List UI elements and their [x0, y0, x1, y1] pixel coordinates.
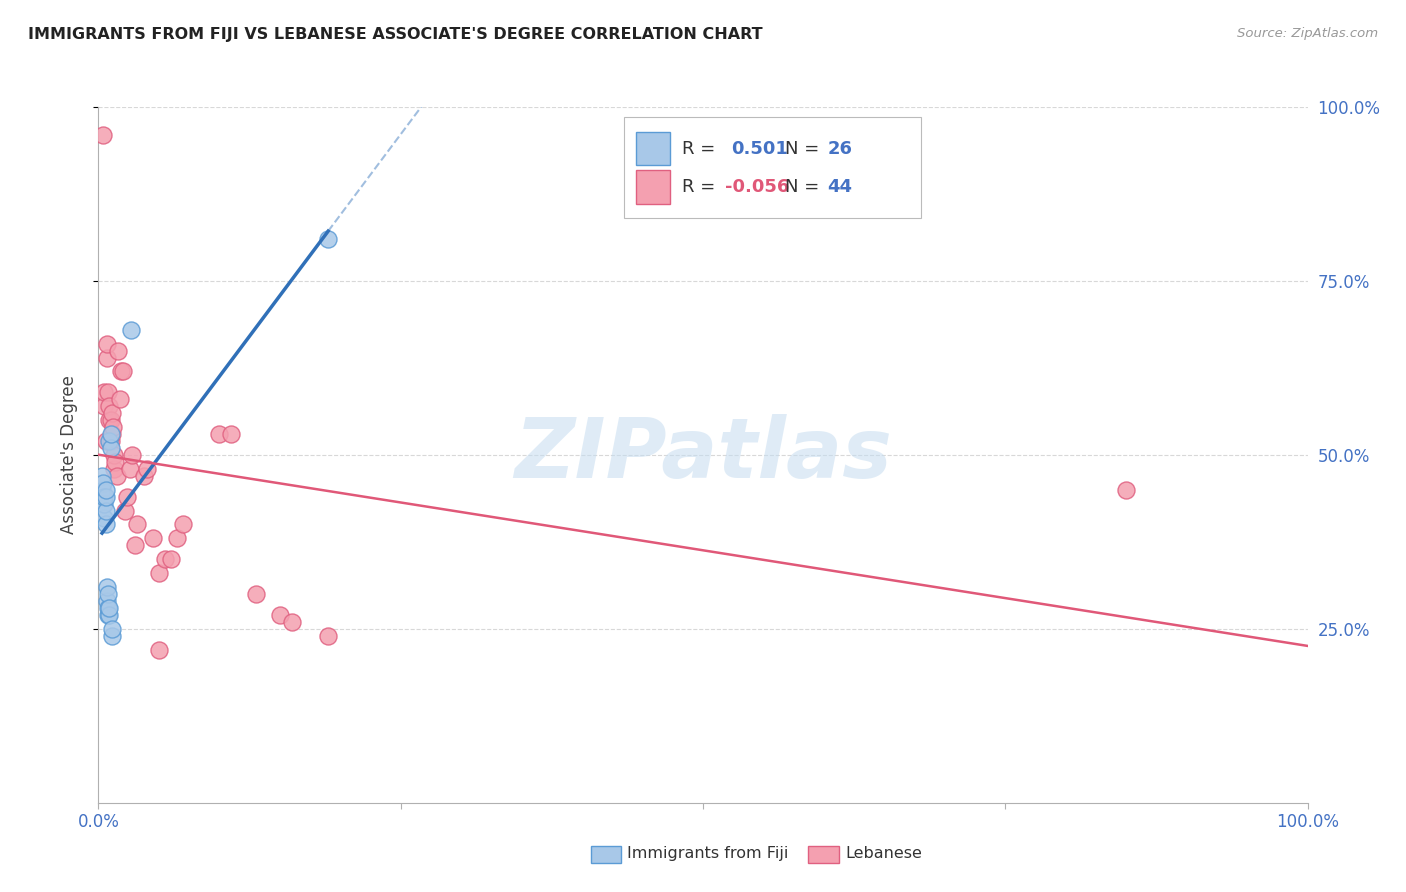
Point [94, 490, 117, 504]
Point [93, 385, 115, 400]
Point [121, 448, 143, 462]
Point [135, 462, 157, 476]
Point [107, 343, 129, 358]
Bar [637, 170, 671, 203]
Point [91, 475, 114, 490]
Point [96, 336, 118, 351]
Point [160, 552, 183, 566]
Point [97, 601, 120, 615]
Point [94, 434, 117, 448]
Point [114, 503, 136, 517]
Point [110, 364, 132, 378]
Text: N =: N = [785, 178, 825, 196]
Point [98, 399, 121, 413]
Point [96, 580, 118, 594]
Point [103, 448, 125, 462]
Point [98, 434, 121, 448]
Point [91, 483, 114, 497]
Point [93, 399, 115, 413]
Point [93, 510, 115, 524]
Text: R =: R = [682, 178, 721, 196]
Point [98, 607, 121, 622]
Point [93, 497, 115, 511]
Point [96, 594, 118, 608]
Point [100, 434, 122, 448]
Text: 26: 26 [828, 140, 852, 158]
Y-axis label: Associate's Degree: Associate's Degree [59, 376, 77, 534]
Point [153, 552, 176, 566]
Text: Source: ZipAtlas.com: Source: ZipAtlas.com [1237, 27, 1378, 40]
Point [100, 629, 122, 643]
Point [97, 385, 120, 400]
Point [124, 538, 146, 552]
Point [100, 622, 122, 636]
Text: R =: R = [682, 140, 727, 158]
Point [91, 468, 114, 483]
Point [172, 517, 194, 532]
Point [148, 566, 170, 581]
Bar [637, 132, 671, 166]
Point [94, 503, 117, 517]
Text: 0.501: 0.501 [731, 140, 787, 158]
Point [91, 490, 114, 504]
Text: 44: 44 [828, 178, 852, 196]
Point [105, 468, 128, 483]
Point [94, 483, 117, 497]
Point [100, 413, 122, 427]
Point [108, 392, 131, 407]
Text: ZIPatlas: ZIPatlas [515, 415, 891, 495]
Point [103, 462, 125, 476]
Point [269, 607, 291, 622]
Point [118, 462, 141, 476]
Text: -0.056: -0.056 [724, 178, 789, 196]
Point [94, 517, 117, 532]
Point [97, 587, 120, 601]
Text: N =: N = [785, 140, 825, 158]
Point [98, 601, 121, 615]
Point [316, 629, 339, 643]
Point [208, 427, 231, 442]
Point [100, 406, 122, 420]
Point [117, 490, 139, 504]
Point [166, 532, 188, 546]
FancyBboxPatch shape [624, 118, 921, 219]
Point [98, 413, 121, 427]
Point [134, 468, 156, 483]
Point [91, 497, 114, 511]
Point [97, 607, 120, 622]
Point [91, 128, 114, 142]
Point [100, 427, 122, 442]
Text: IMMIGRANTS FROM FIJI VS LEBANESE ASSOCIATE'S DEGREE CORRELATION CHART: IMMIGRANTS FROM FIJI VS LEBANESE ASSOCIA… [28, 27, 762, 42]
Point [127, 517, 149, 532]
Point [120, 323, 142, 337]
Text: Lebanese: Lebanese [845, 847, 922, 861]
Text: Immigrants from Fiji: Immigrants from Fiji [627, 847, 789, 861]
Point [93, 490, 115, 504]
Point [1115, 483, 1137, 497]
Point [142, 532, 165, 546]
Point [245, 587, 267, 601]
Point [111, 364, 134, 378]
Point [316, 232, 339, 246]
Point [96, 351, 118, 365]
Point [104, 455, 127, 469]
Point [100, 441, 122, 455]
Point [148, 642, 170, 657]
Point [281, 615, 304, 629]
Point [221, 427, 243, 442]
Point [101, 420, 124, 434]
Point [100, 427, 122, 442]
